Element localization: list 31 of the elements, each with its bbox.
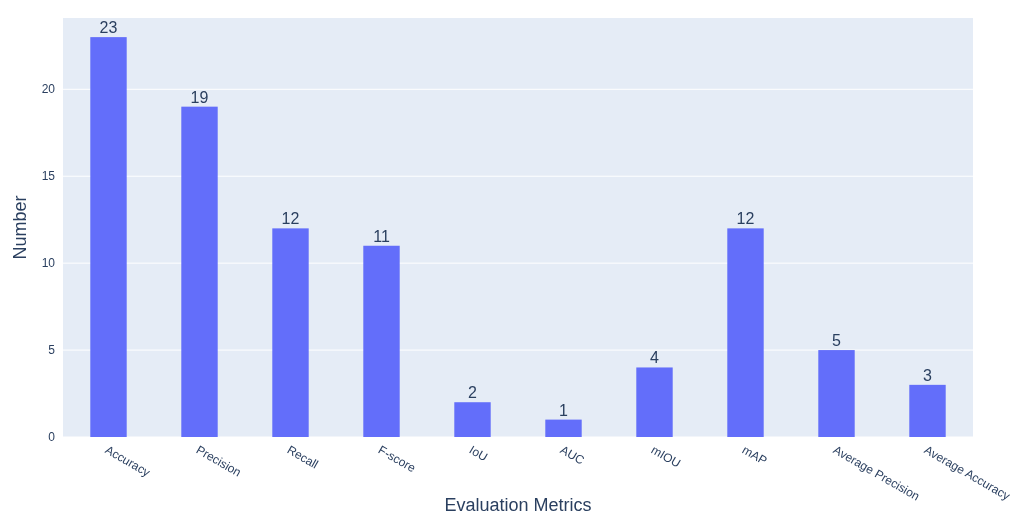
data-label: 3 xyxy=(923,366,933,384)
x-axis-title: Evaluation Metrics xyxy=(444,495,592,515)
bar xyxy=(909,384,946,437)
data-label: 19 xyxy=(190,88,209,106)
bar xyxy=(636,367,673,437)
x-tick-label: AUC xyxy=(557,442,588,468)
y-tick-label: 10 xyxy=(41,256,56,271)
bar xyxy=(454,402,491,437)
y-axis-title: Number xyxy=(10,195,30,260)
bar xyxy=(818,350,855,437)
x-tick-label: mIOU xyxy=(648,442,683,471)
bar xyxy=(363,245,400,437)
data-label: 2 xyxy=(468,384,478,402)
y-tick-label: 0 xyxy=(48,430,56,445)
data-label: 12 xyxy=(281,210,300,228)
data-label: 12 xyxy=(736,210,755,228)
y-tick-label: 5 xyxy=(48,343,56,358)
bar xyxy=(181,106,218,437)
data-label: 5 xyxy=(832,332,842,350)
data-label: 4 xyxy=(650,349,660,367)
bar xyxy=(272,228,309,437)
data-label: 1 xyxy=(559,401,569,419)
bar xyxy=(90,37,127,437)
data-label: 11 xyxy=(373,227,390,245)
bar xyxy=(545,419,582,437)
x-tick-label: IoU xyxy=(466,442,490,465)
data-label: 23 xyxy=(99,19,118,37)
bar xyxy=(727,228,764,437)
x-tick-label: mAP xyxy=(739,442,770,468)
y-tick-label: 15 xyxy=(41,169,56,184)
y-tick-label: 20 xyxy=(41,82,56,97)
